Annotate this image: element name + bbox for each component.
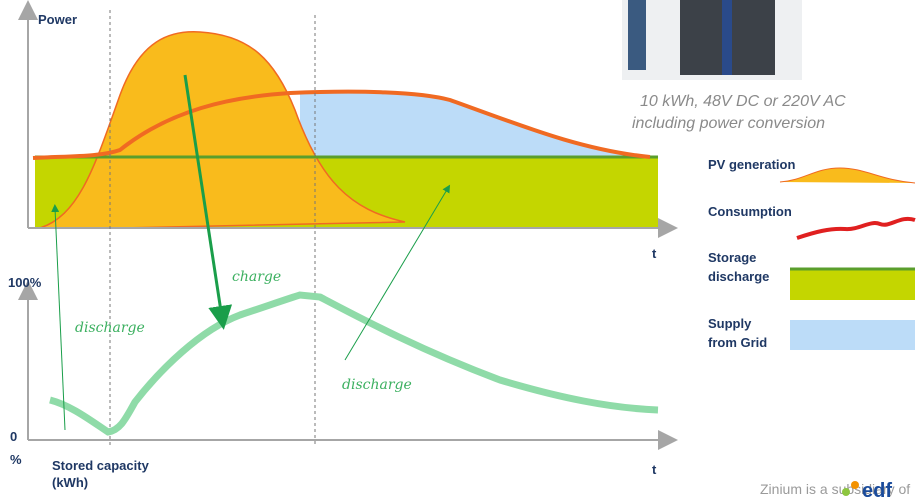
legend-label: from Grid bbox=[708, 335, 767, 350]
caption: 10 kWh, 48V DC or 220V AC bbox=[640, 93, 846, 110]
axis-title: (kWh) bbox=[52, 475, 88, 490]
axis-label: 100% bbox=[8, 275, 42, 290]
slide: Power t 100% 0 % Stored capacity (kWh) t… bbox=[0, 0, 922, 498]
product-image bbox=[628, 0, 646, 70]
annotation: discharge bbox=[342, 377, 412, 393]
annotation: discharge bbox=[75, 320, 145, 336]
legend-label: PV generation bbox=[708, 157, 795, 172]
legend-label: Consumption bbox=[708, 204, 792, 219]
product-image bbox=[722, 0, 732, 75]
stored-capacity-line bbox=[50, 295, 658, 432]
caption: including power conversion bbox=[632, 115, 825, 132]
legend-swatch bbox=[790, 320, 915, 350]
axis-label: Power bbox=[38, 12, 77, 27]
logo: edf bbox=[862, 480, 892, 498]
logo-mark bbox=[851, 481, 859, 489]
axis-label: % bbox=[10, 452, 22, 467]
legend-label: Supply bbox=[708, 316, 752, 331]
legend-label: Storage bbox=[708, 250, 756, 265]
axis-label: t bbox=[652, 246, 657, 261]
annotation: charge bbox=[232, 269, 281, 285]
legend-label: discharge bbox=[708, 269, 769, 284]
axis-label: t bbox=[652, 462, 657, 477]
legend-swatch bbox=[790, 268, 915, 300]
axis-label: 0 bbox=[10, 429, 17, 444]
logo-mark bbox=[842, 488, 850, 496]
arrow bbox=[55, 208, 65, 430]
axis-title: Stored capacity bbox=[52, 458, 150, 473]
grid-area bbox=[300, 90, 658, 157]
legend-swatch bbox=[797, 219, 915, 238]
legend-swatch bbox=[780, 168, 915, 183]
